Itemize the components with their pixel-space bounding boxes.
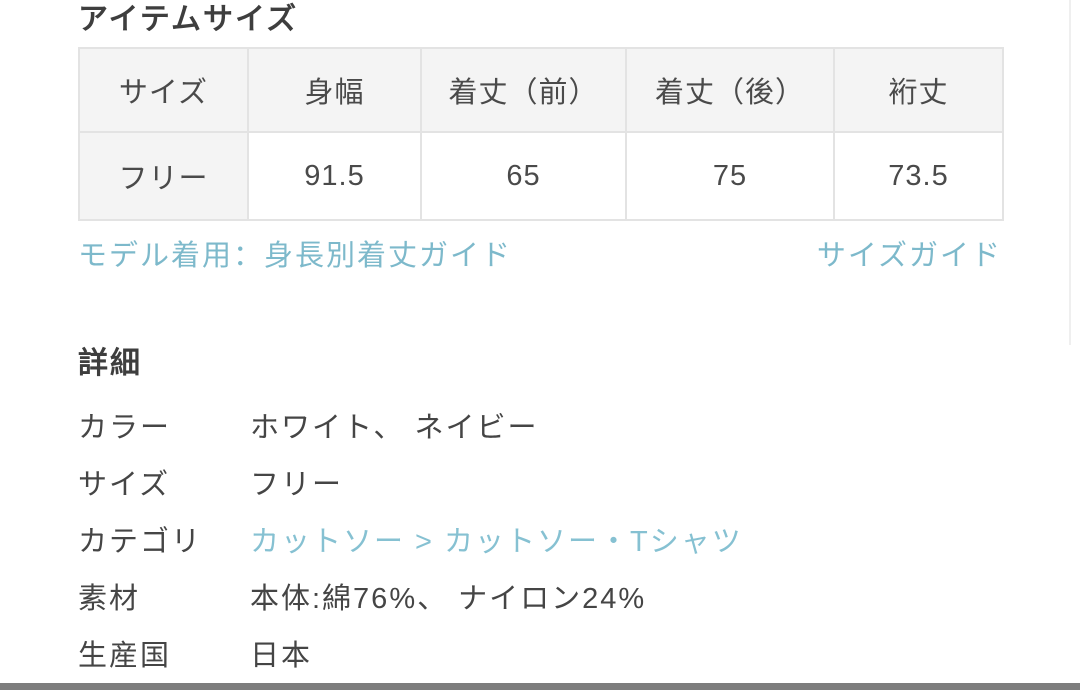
size-table-row: フリー 91.5 65 75 73.5 bbox=[78, 131, 1004, 221]
detail-value-country: 日本 bbox=[250, 640, 313, 672]
detail-row-size: サイズ フリー bbox=[78, 468, 1012, 502]
size-cell-size: フリー bbox=[78, 131, 249, 221]
category-breadcrumb-link[interactable]: カットソー > カットソー・Tシャツ bbox=[250, 526, 743, 558]
size-cell-length-back: 75 bbox=[625, 131, 835, 221]
model-height-guide-link[interactable]: モデル着用：身長別着丈ガイド bbox=[78, 240, 513, 272]
item-size-heading: アイテムサイズ bbox=[78, 3, 299, 36]
detail-row-category: カテゴリ カットソー > カットソー・Tシャツ bbox=[78, 525, 1012, 559]
size-table: サイズ 身幅 着丈（前） 着丈（後） 裄丈 フリー 91.5 65 75 73.… bbox=[78, 47, 1004, 221]
detail-row-color: カラー ホワイト、 ネイビー bbox=[78, 411, 1012, 445]
detail-row-country: 生産国 日本 bbox=[78, 639, 1012, 673]
size-table-header-length-front: 着丈（前） bbox=[420, 47, 627, 133]
detail-label-country: 生産国 bbox=[78, 640, 172, 672]
page-bottom-divider bbox=[0, 683, 1080, 690]
detail-row-material: 素材 本体:綿76%、 ナイロン24% bbox=[78, 582, 1012, 616]
detail-label-category: カテゴリ bbox=[78, 526, 203, 558]
size-table-header-size: サイズ bbox=[78, 47, 249, 133]
size-table-header-body-width: 身幅 bbox=[247, 47, 422, 133]
size-table-header-row: サイズ 身幅 着丈（前） 着丈（後） 裄丈 bbox=[78, 47, 1004, 133]
details-heading: 詳細 bbox=[78, 347, 142, 380]
detail-value-material: 本体:綿76%、 ナイロン24% bbox=[250, 583, 647, 615]
detail-label-material: 素材 bbox=[78, 583, 141, 615]
page-edge-line bbox=[1069, 0, 1071, 345]
size-table-header-sleeve-length: 裄丈 bbox=[833, 47, 1004, 133]
product-info-panel: アイテムサイズ サイズ 身幅 着丈（前） 着丈（後） 裄丈 フリー 91.5 6… bbox=[78, 3, 1012, 673]
detail-label-size: サイズ bbox=[78, 469, 171, 501]
detail-value-size: フリー bbox=[250, 469, 344, 501]
size-table-header-length-back: 着丈（後） bbox=[625, 47, 835, 133]
detail-label-color: カラー bbox=[78, 412, 172, 444]
detail-value-color: ホワイト、 ネイビー bbox=[250, 412, 539, 444]
size-cell-body-width: 91.5 bbox=[247, 131, 422, 221]
guide-links-row: モデル着用：身長別着丈ガイド サイズガイド bbox=[78, 238, 1002, 274]
size-cell-sleeve-length: 73.5 bbox=[833, 131, 1004, 221]
size-guide-link[interactable]: サイズガイド bbox=[816, 240, 1002, 272]
size-cell-length-front: 65 bbox=[420, 131, 627, 221]
